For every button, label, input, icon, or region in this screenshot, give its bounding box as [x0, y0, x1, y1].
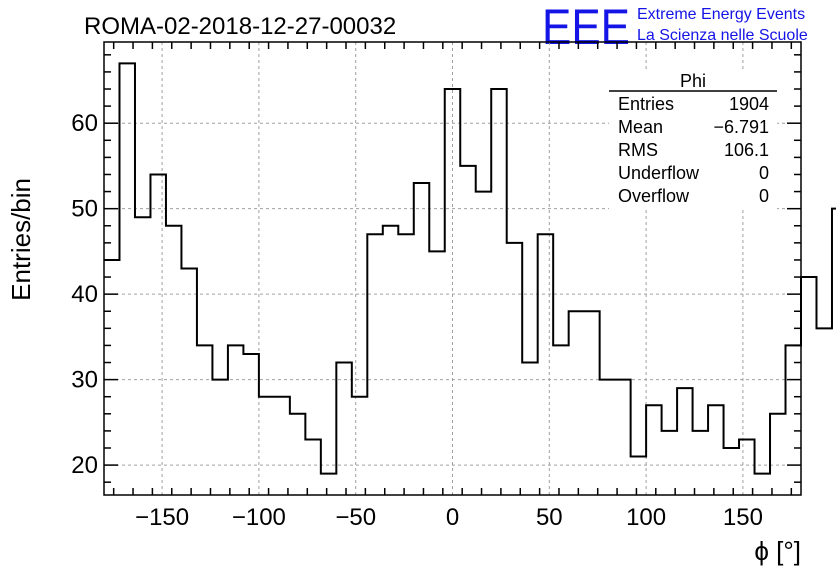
plot-frame	[103, 41, 802, 496]
stats-label: Underflow	[618, 163, 700, 183]
histogram-bin	[491, 89, 506, 495]
histogram-bin	[429, 251, 444, 495]
histogram-bin	[507, 243, 522, 495]
histogram-bin	[166, 226, 181, 495]
histogram-bin	[708, 405, 723, 495]
chart-title: ROMA-02-2018-12-27-00032	[84, 13, 396, 40]
histogram-bin	[584, 311, 599, 495]
stats-box: Phi Entries 1904 Mean −6.791 RMS 106.1 Underfl…	[609, 70, 777, 210]
histogram-bin	[104, 260, 119, 495]
y-tick-label: 30	[71, 367, 98, 394]
histogram-bin	[631, 457, 646, 495]
y-tick-label: 50	[71, 196, 98, 223]
histogram-bin	[290, 414, 305, 495]
x-tick-label: −50	[335, 504, 376, 531]
histogram-bin	[274, 397, 289, 495]
stats-value: 0	[759, 186, 769, 206]
x-tick-labels: −150 −100 −50 0 50 100 150	[135, 504, 763, 531]
histogram-bin	[600, 380, 615, 495]
histogram-bin	[398, 234, 413, 495]
histogram-outline	[104, 62, 836, 475]
histogram-bars	[104, 62, 836, 496]
axis-ticks	[104, 42, 801, 495]
histogram-bin	[445, 89, 460, 495]
histogram-bin	[646, 405, 661, 495]
histogram-bin	[693, 431, 708, 495]
x-tick-label: 50	[536, 504, 563, 531]
y-tick-label: 40	[71, 281, 98, 308]
histogram-bin	[305, 439, 320, 495]
histogram-bin	[476, 192, 491, 495]
x-tick-label: −100	[232, 504, 286, 531]
y-tick-label: 20	[71, 452, 98, 479]
histogram-bin	[662, 431, 677, 495]
stats-rows: Entries 1904 Mean −6.791 RMS 106.1 Underflow 0 O…	[618, 94, 769, 206]
histogram-bin	[243, 354, 258, 495]
x-tick-label: 100	[626, 504, 666, 531]
logo-line-2: La Scienza nelle Scuole	[637, 27, 808, 44]
stats-label: Entries	[618, 94, 674, 114]
histogram-bin	[197, 345, 212, 495]
logo-line-1: Extreme Energy Events	[637, 6, 805, 23]
stats-label: Overflow	[618, 186, 690, 206]
x-tick-label: −150	[135, 504, 189, 531]
histogram-bin	[321, 474, 336, 495]
histogram-bin	[212, 380, 227, 495]
histogram-bin	[553, 345, 568, 495]
histogram-bin	[755, 474, 770, 495]
histogram-bin	[816, 328, 831, 495]
histogram-bin	[150, 174, 165, 495]
histogram-bin	[615, 380, 630, 495]
stats-value: 0	[759, 163, 769, 183]
y-tick-label: 60	[71, 110, 98, 137]
stats-value: −6.791	[713, 117, 769, 137]
histogram-bin	[460, 166, 475, 495]
histogram-bin	[367, 234, 382, 495]
x-axis-label: ϕ [°]	[754, 536, 801, 566]
stats-value: 106.1	[724, 140, 769, 160]
histogram-bin	[569, 311, 584, 495]
stats-value: 1904	[729, 94, 769, 114]
histogram-bin	[801, 277, 816, 495]
x-tick-label: 150	[723, 504, 763, 531]
histogram-bin	[119, 63, 134, 495]
histogram-bin	[739, 439, 754, 495]
stats-box-background	[609, 70, 777, 210]
y-tick-labels: 20 30 40 50 60	[71, 110, 98, 479]
histogram-bin	[259, 397, 274, 495]
histogram-bin	[181, 269, 196, 496]
histogram-bin	[135, 217, 150, 495]
logo-mark: EEE	[542, 0, 630, 55]
stats-label: RMS	[618, 140, 658, 160]
eee-logo: EEE Extreme Energy Events La Scienza nel…	[542, 0, 808, 55]
histogram-bin	[522, 363, 537, 495]
stats-box-title: Phi	[680, 71, 706, 91]
stats-label: Mean	[618, 117, 663, 137]
histogram-bin	[228, 345, 243, 495]
histogram-bin	[336, 363, 351, 495]
histogram-bin	[352, 397, 367, 495]
histogram-bin	[770, 414, 785, 495]
histogram-bin	[414, 183, 429, 495]
histogram-bin	[724, 448, 739, 495]
histogram-bin	[786, 345, 801, 495]
x-tick-label: 0	[446, 504, 459, 531]
histogram-bin	[538, 234, 553, 495]
y-axis-label: Entries/bin	[6, 178, 36, 301]
histogram-bin	[677, 388, 692, 495]
histogram-bin	[832, 209, 836, 495]
histogram-bin	[383, 226, 398, 495]
